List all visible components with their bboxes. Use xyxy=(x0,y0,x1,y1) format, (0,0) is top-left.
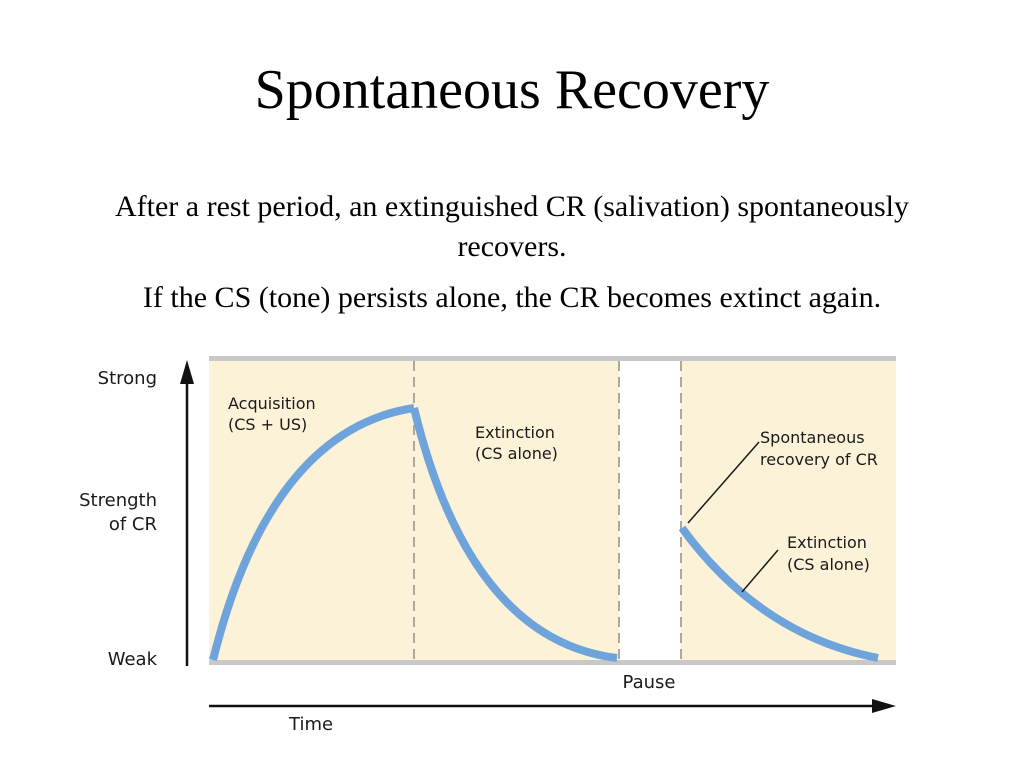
description-paragraph-1: After a rest period, an extinguished CR … xyxy=(115,190,909,263)
spontaneous-recovery-curve xyxy=(678,525,879,662)
x-axis-arrow-icon xyxy=(872,699,896,713)
extinction-1-label-line2: (CS alone) xyxy=(475,444,558,463)
extinction-2-label-line2: (CS alone) xyxy=(787,555,870,574)
description-paragraph-2: If the CS (tone) persists alone, the CR … xyxy=(142,281,882,314)
pause-region xyxy=(619,361,681,660)
y-label-strength-line2: of CR xyxy=(109,514,157,535)
extinction-2-leader-line xyxy=(741,549,779,593)
bottom-band xyxy=(209,660,896,665)
y-label-strength-line1: Strength xyxy=(79,490,157,511)
diagram-panel xyxy=(209,358,896,663)
x-label-pause: Pause xyxy=(623,672,676,693)
recovery-label-line2: recovery of CR xyxy=(760,450,878,469)
recovery-label-line1: Spontaneous xyxy=(760,428,865,447)
extinction-curve-1 xyxy=(410,407,618,662)
y-axis-arrow-icon xyxy=(180,360,194,384)
recovery-leader-line xyxy=(687,441,760,524)
extinction-2-label-line1: Extinction xyxy=(787,533,867,552)
extinction-1-label-line1: Extinction xyxy=(475,423,555,442)
top-band xyxy=(209,356,896,361)
y-label-strong: Strong xyxy=(98,368,157,389)
acquisition-label-line2: (CS + US) xyxy=(228,415,307,434)
slide-title: Spontaneous Recovery xyxy=(254,59,770,121)
x-label-time: Time xyxy=(288,714,333,735)
acquisition-label-line1: Acquisition xyxy=(228,394,316,413)
y-label-weak: Weak xyxy=(108,649,158,670)
acquisition-curve xyxy=(209,404,415,661)
